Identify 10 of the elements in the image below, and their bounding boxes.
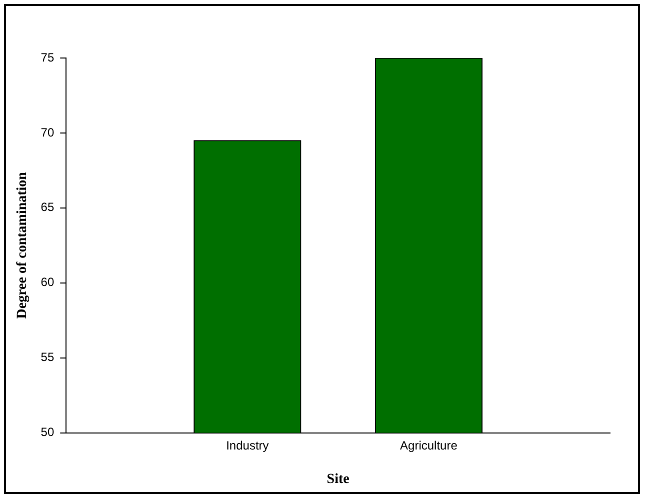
y-tick-label: 75 (40, 50, 54, 64)
x-tick-label: Industry (226, 438, 269, 452)
y-tick-label: 50 (40, 425, 54, 440)
x-tick-label: Agriculture (400, 438, 458, 452)
x-axis-title: Site (326, 472, 350, 488)
y-axis-title: Degree of contamination (15, 172, 30, 319)
y-tick-label: 55 (40, 350, 54, 364)
y-tick-label: 65 (40, 200, 54, 214)
y-tick-label: 70 (40, 125, 54, 140)
y-tick-label: 60 (40, 275, 54, 290)
